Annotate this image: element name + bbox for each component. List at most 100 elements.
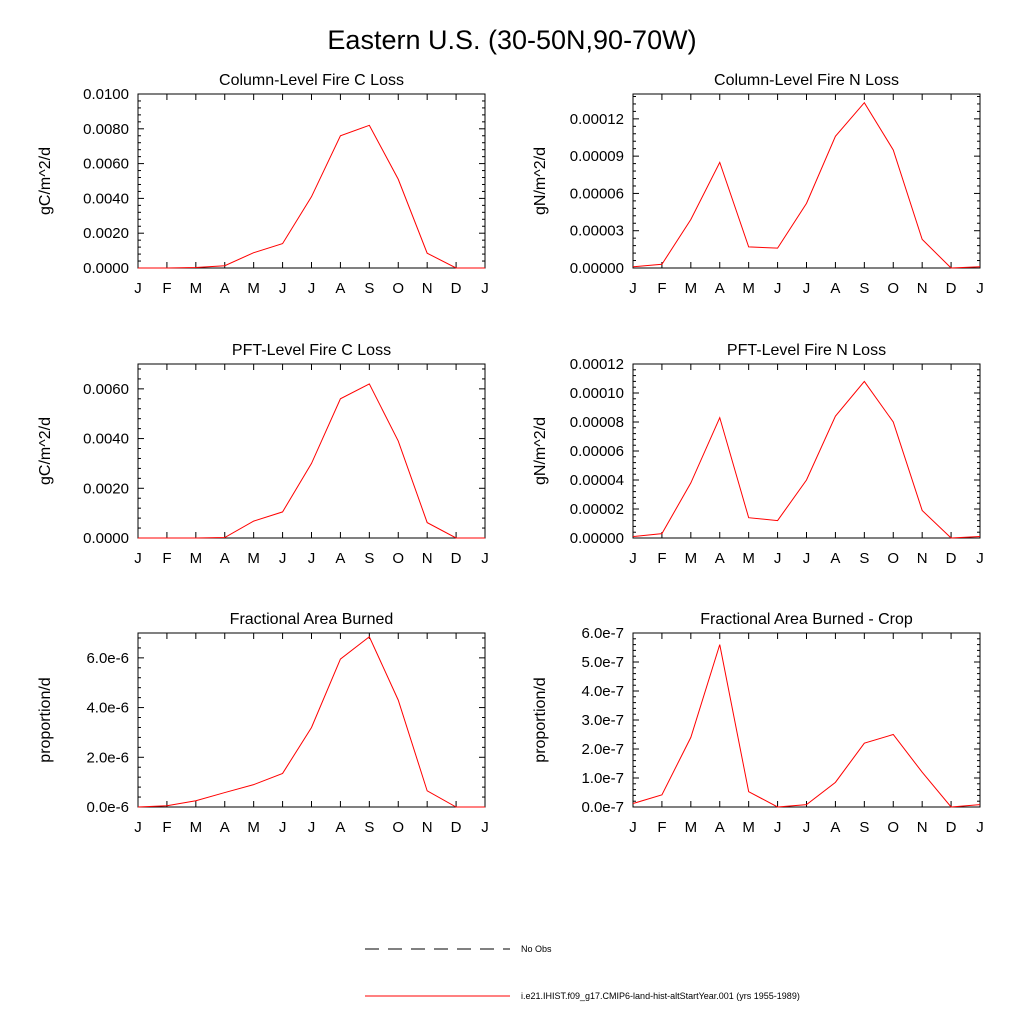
x-tick-label: A xyxy=(335,819,345,836)
plot-frame xyxy=(137,632,486,808)
x-tick-label: M xyxy=(190,280,203,297)
x-tick-label: O xyxy=(392,280,404,297)
x-tick-label: M xyxy=(190,819,203,836)
x-tick-label: M xyxy=(685,280,698,297)
panel-title: Column-Level Fire N Loss xyxy=(714,72,899,89)
x-tick-label: N xyxy=(422,280,433,297)
panel-title: Fractional Area Burned xyxy=(230,611,394,628)
y-tick-label: 0.00012 xyxy=(570,111,624,128)
y-tick-label: 6.0e-7 xyxy=(581,625,624,642)
x-tick-label: D xyxy=(946,280,957,297)
x-tick-label: D xyxy=(451,819,462,836)
panel-title: Fractional Area Burned - Crop xyxy=(700,611,913,628)
x-tick-label: A xyxy=(715,280,725,297)
x-tick-label: A xyxy=(830,280,840,297)
y-tick-label: 1.0e-7 xyxy=(581,770,624,787)
x-tick-label: J xyxy=(803,819,811,836)
y-axis-label: gC/m^2/d xyxy=(37,147,54,215)
x-tick-label: J xyxy=(481,550,489,567)
y-tick-label: 0.00010 xyxy=(570,385,624,402)
y-tick-label: 5.0e-7 xyxy=(581,654,624,671)
x-tick-label: J xyxy=(134,280,142,297)
x-tick-label: S xyxy=(364,550,374,567)
x-tick-label: J xyxy=(774,550,782,567)
y-tick-label: 0.0000 xyxy=(83,530,129,547)
y-tick-label: 0.0100 xyxy=(83,86,129,103)
x-tick-label: J xyxy=(279,819,287,836)
y-tick-label: 0.0e-7 xyxy=(581,799,624,816)
x-tick-label: S xyxy=(859,819,869,836)
x-tick-label: J xyxy=(481,280,489,297)
x-tick-label: J xyxy=(803,550,811,567)
x-tick-label: O xyxy=(887,280,899,297)
y-tick-label: 3.0e-7 xyxy=(581,712,624,729)
x-tick-label: J xyxy=(134,819,142,836)
y-tick-label: 0.0060 xyxy=(83,156,129,173)
plot-frame xyxy=(137,363,486,539)
panel-title: PFT-Level Fire C Loss xyxy=(232,342,391,359)
x-tick-label: D xyxy=(946,550,957,567)
y-tick-label: 0.00002 xyxy=(570,501,624,518)
panel-title: PFT-Level Fire N Loss xyxy=(727,342,886,359)
x-tick-label: M xyxy=(247,819,260,836)
x-tick-label: A xyxy=(715,819,725,836)
x-tick-label: J xyxy=(481,819,489,836)
x-tick-label: J xyxy=(803,280,811,297)
y-tick-label: 0.00006 xyxy=(570,185,624,202)
y-tick-label: 0.0040 xyxy=(83,190,129,207)
x-tick-label: A xyxy=(830,819,840,836)
panel-title: Column-Level Fire C Loss xyxy=(219,72,404,89)
x-tick-label: J xyxy=(308,280,316,297)
x-tick-label: S xyxy=(364,819,374,836)
y-tick-label: 0.0000 xyxy=(83,260,129,277)
x-tick-label: A xyxy=(715,550,725,567)
x-tick-label: F xyxy=(162,550,171,567)
series-line xyxy=(632,101,981,269)
x-tick-label: M xyxy=(190,550,203,567)
y-tick-label: 0.00003 xyxy=(570,223,624,240)
plot-frame xyxy=(632,363,981,539)
y-axis-label: gC/m^2/d xyxy=(37,417,54,485)
y-tick-label: 0.00006 xyxy=(570,443,624,460)
y-tick-label: 0.0020 xyxy=(83,225,129,242)
x-tick-label: M xyxy=(742,550,755,567)
y-tick-label: 2.0e-7 xyxy=(581,741,624,758)
x-tick-label: J xyxy=(308,550,316,567)
x-tick-label: N xyxy=(917,819,928,836)
x-tick-label: O xyxy=(392,550,404,567)
legend: No Obs i.e21.IHIST.f09_g17.CMIP6-land-his… xyxy=(365,944,800,1001)
x-tick-label: N xyxy=(917,550,928,567)
y-tick-label: 0.0020 xyxy=(83,480,129,497)
panel-6: Fractional Area Burned - Crop proportion/… xyxy=(532,611,984,836)
x-tick-label: J xyxy=(629,550,637,567)
x-tick-label: J xyxy=(774,280,782,297)
plot-frame xyxy=(137,93,486,269)
plot-frame xyxy=(632,93,981,269)
x-tick-label: O xyxy=(887,819,899,836)
x-tick-label: N xyxy=(422,819,433,836)
y-tick-label: 4.0e-7 xyxy=(581,683,624,700)
x-tick-label: M xyxy=(742,819,755,836)
x-tick-label: J xyxy=(976,550,984,567)
y-axis-label: proportion/d xyxy=(532,677,549,762)
legend-label: i.e21.IHIST.f09_g17.CMIP6-land-hist-altS… xyxy=(521,991,800,1001)
x-tick-label: A xyxy=(220,280,230,297)
x-tick-label: J xyxy=(279,550,287,567)
series-line xyxy=(138,124,485,269)
x-tick-label: M xyxy=(247,550,260,567)
y-tick-label: 0.0080 xyxy=(83,121,129,138)
x-tick-label: F xyxy=(657,280,666,297)
y-tick-label: 0.00000 xyxy=(570,260,624,277)
x-tick-label: A xyxy=(335,280,345,297)
y-tick-label: 0.00000 xyxy=(570,530,624,547)
x-tick-label: J xyxy=(976,819,984,836)
y-tick-label: 0.00008 xyxy=(570,414,624,431)
y-tick-label: 0.0040 xyxy=(83,431,129,448)
legend-label: No Obs xyxy=(521,944,552,954)
y-tick-label: 0.0e-6 xyxy=(86,799,129,816)
x-tick-label: D xyxy=(451,280,462,297)
